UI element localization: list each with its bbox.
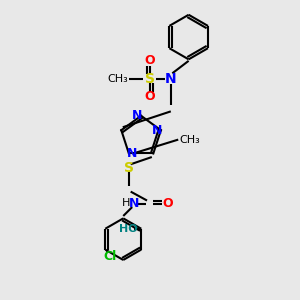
Text: S: S xyxy=(124,161,134,175)
Text: O: O xyxy=(145,90,155,103)
Text: HO: HO xyxy=(118,224,137,234)
Text: N: N xyxy=(129,197,140,210)
Text: N: N xyxy=(127,147,137,160)
Text: CH₃: CH₃ xyxy=(107,74,128,84)
Text: O: O xyxy=(145,54,155,67)
Text: H: H xyxy=(122,199,130,208)
Text: N: N xyxy=(132,109,143,122)
Text: N: N xyxy=(152,124,163,137)
Text: O: O xyxy=(163,197,173,210)
Text: N: N xyxy=(165,72,177,86)
Text: Cl: Cl xyxy=(103,250,116,263)
Text: CH₃: CH₃ xyxy=(180,135,200,145)
Text: S: S xyxy=(145,72,155,86)
